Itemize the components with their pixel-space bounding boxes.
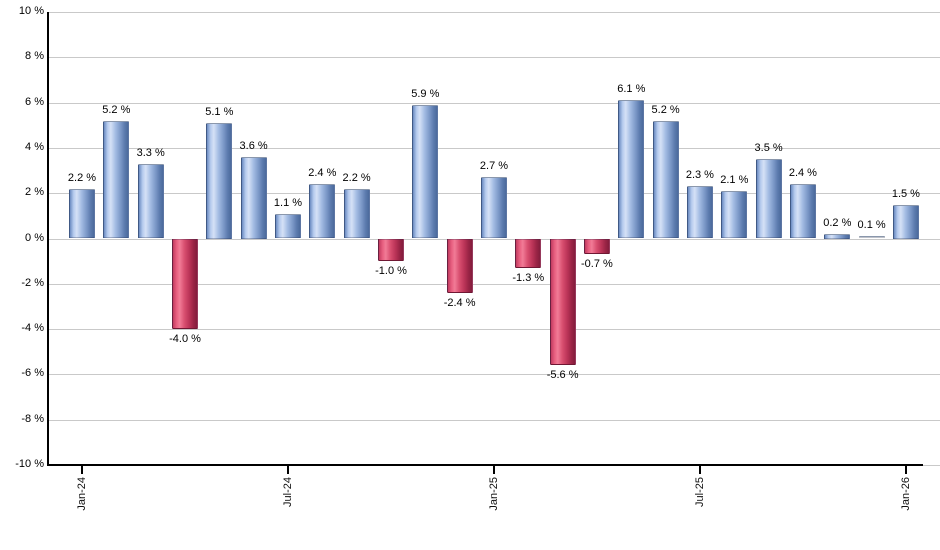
gridline <box>49 12 940 13</box>
bar <box>686 186 713 239</box>
x-axis-tick-label: Jan-26 <box>899 477 912 511</box>
x-axis-tick <box>493 466 495 474</box>
bar-value-label: 3.5 % <box>754 142 783 155</box>
bar <box>446 238 473 293</box>
bar-value-label: 5.1 % <box>205 106 234 118</box>
x-axis-tick-label: Jan-25 <box>488 477 500 511</box>
bar <box>275 213 301 239</box>
bar-value-label: 5.9 % <box>411 87 440 100</box>
bar-value-label: 0.2 % <box>823 217 852 229</box>
bar-value-label: 2.2 % <box>67 171 97 184</box>
x-axis-line <box>47 464 923 466</box>
bar-value-label: 2.4 % <box>788 167 817 180</box>
gridline <box>49 329 940 331</box>
gridline <box>49 102 940 104</box>
bar-value-label: 5.2 % <box>651 103 680 116</box>
bar-value-label: 3.3 % <box>136 146 165 159</box>
bar-value-label: -5.6 % <box>546 369 579 382</box>
y-axis-tick-label: 6 % <box>25 95 44 108</box>
bar <box>789 184 816 239</box>
bar <box>549 238 576 366</box>
bar-value-label: 2.1 % <box>720 173 749 186</box>
y-axis-tick-label: 10 % <box>18 5 44 17</box>
gridline <box>49 419 940 421</box>
x-axis-tick <box>81 466 83 474</box>
bar-value-label: 6.1 % <box>617 83 646 96</box>
bar <box>858 236 885 239</box>
bar-value-label: 3.6 % <box>239 140 268 152</box>
bar <box>69 188 95 239</box>
x-axis-tick-label: Jan-24 <box>76 477 88 511</box>
bar-value-label: -1.0 % <box>375 265 407 278</box>
bar-value-label: 2.2 % <box>342 171 371 184</box>
bar <box>172 238 198 330</box>
y-axis-line <box>47 12 49 466</box>
y-axis-tick-label: -8 % <box>21 412 44 425</box>
bar <box>206 123 233 239</box>
x-axis-tick-label: Jul-24 <box>282 477 294 507</box>
bar <box>892 204 919 239</box>
bar <box>824 234 851 239</box>
y-axis-tick-label: 2 % <box>25 186 44 199</box>
bar-value-label: -2.4 % <box>443 296 476 309</box>
x-axis-tick <box>904 466 907 474</box>
bar <box>755 159 782 239</box>
bar-value-label: 0.1 % <box>857 219 886 232</box>
bar-value-label: 5.2 % <box>102 103 131 116</box>
gridline <box>49 283 940 285</box>
bar-value-label: 1.1 % <box>273 196 303 209</box>
bar <box>343 188 370 239</box>
bar <box>583 238 610 255</box>
bar <box>652 120 679 239</box>
y-axis-tick-label: -6 % <box>21 367 44 380</box>
y-axis-tick-label: 0 % <box>25 231 44 244</box>
bar <box>103 120 130 239</box>
bar <box>378 238 404 262</box>
bar-value-label: -1.3 % <box>512 271 545 284</box>
gridline <box>49 57 940 59</box>
bar-value-label: 1.5 % <box>891 187 920 200</box>
y-axis-tick-label: -4 % <box>21 322 44 335</box>
bar <box>240 157 267 239</box>
gridline <box>49 374 940 376</box>
bar-value-label: 2.4 % <box>308 167 337 180</box>
bar <box>481 177 507 239</box>
x-axis-tick <box>698 466 701 474</box>
x-axis-tick <box>287 466 289 474</box>
y-axis-tick-label: 8 % <box>25 50 44 63</box>
y-axis-tick-label: 4 % <box>25 140 44 153</box>
bar <box>721 190 748 239</box>
bar <box>137 163 164 239</box>
bar <box>618 100 645 239</box>
x-axis-tick-label: Jul-25 <box>693 477 706 507</box>
bar-value-label: 2.3 % <box>685 169 714 182</box>
bar-value-label: -4.0 % <box>169 333 201 346</box>
y-axis-tick-label: -2 % <box>21 276 44 289</box>
gridline <box>49 238 940 240</box>
bar <box>412 104 439 239</box>
bar-value-label: -0.7 % <box>580 258 613 271</box>
bar <box>515 238 542 268</box>
bar <box>309 184 336 239</box>
gridline <box>49 147 940 149</box>
bar-value-label: 2.7 % <box>479 160 509 173</box>
y-axis-tick-label: -10 % <box>15 458 44 470</box>
